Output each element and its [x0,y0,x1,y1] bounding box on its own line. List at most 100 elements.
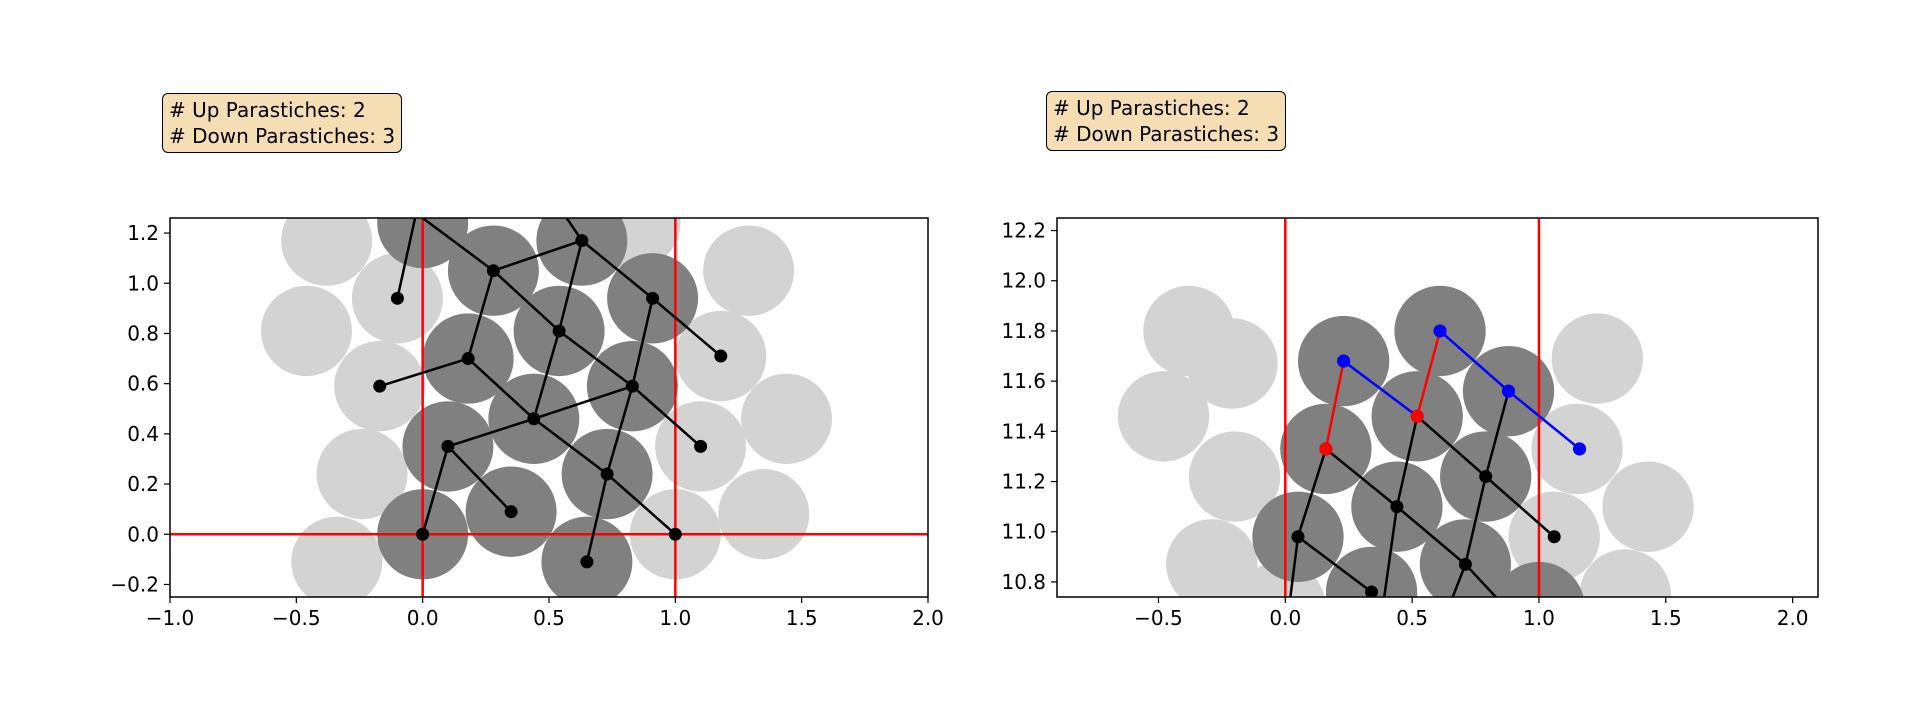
right-x-tick-label: 1.0 [1523,606,1555,630]
right-down-parastichy-count: # Down Parastiches: 3 [1053,122,1280,146]
left-x-tick-label: 2.0 [912,606,944,630]
left-y-tick-label: 0.2 [127,472,159,496]
left-lattice-point [580,555,594,569]
left-lattice-point [373,379,387,393]
left-parastichy-edge [396,218,417,300]
left-up-parastichy-count: # Up Parastiches: 2 [169,98,366,122]
left-y-tick-label: 0.6 [127,372,159,396]
left-dark-disk [536,218,628,286]
left-lattice-point [600,467,614,481]
left-lattice-point [575,234,589,248]
left-light-disk [291,516,383,597]
left-lattice-point [694,439,708,453]
left-light-disk [741,373,832,464]
left-parastichy-edge [532,384,634,421]
right-parastichy-edge [1415,415,1487,478]
left-lattice-point [486,264,500,278]
left-lattice-point [552,324,566,338]
right-parastichy-edge [1382,505,1399,597]
left-x-tick-label: 0.0 [407,606,439,630]
right-x-tick-label: 0.0 [1269,606,1301,630]
right-parastichy-edge [1395,505,1467,566]
left-parastichy-edge [446,445,513,513]
left-parastichy-edge [532,329,561,421]
right-parastichy-edge [1484,389,1510,478]
right-light-disk [1602,461,1694,552]
left-parastichy-edge [651,297,723,358]
left-parastichy-info-box: # Up Parastiches: 2 # Down Parastiches: … [162,93,403,153]
right-y-tick-label: 10.8 [1001,570,1046,594]
right-parastichy-info-box: # Up Parastiches: 2 # Down Parastiches: … [1046,91,1287,151]
right-y-tick-label: 11.0 [1001,520,1046,544]
left-light-disk [718,468,810,560]
left-down-parastichy-count: # Down Parastiches: 3 [169,124,396,148]
left-x-tick-label: 1.0 [659,606,691,630]
left-parastichy-edge [466,269,495,360]
right-light-disk [1186,318,1278,409]
right-parastichy-edge [1289,535,1300,597]
right-y-tick-label: 11.2 [1001,470,1046,494]
right-chart: −0.5 0.0 0.5 1.0 1.5 2.0 10.8 11.0 11.2 11.4 11.6 1… [1001,217,1819,630]
left-parastichy-edge [631,297,654,388]
left-x-tick-label: 1.5 [786,606,818,630]
right-light-disk [1188,431,1281,522]
right-dark-disk [1325,546,1418,597]
left-parastichy-edge [492,239,584,272]
left-lattice-point [527,412,541,426]
left-light-disk [260,285,352,377]
left-parastichy-edge [532,417,609,476]
left-parastichy-edge [580,239,654,300]
right-light-disk [1551,313,1643,404]
left-y-tick-label: −0.2 [110,572,159,596]
right-x-tick-label: 1.5 [1650,606,1682,630]
right-parastichy-edge [1464,563,1498,597]
right-highlighted-point [1573,442,1587,456]
left-parastichy-edge [446,417,536,448]
right-lattice-point [1291,530,1305,544]
right-light-disk [1579,549,1671,597]
left-lattice-point [668,527,682,541]
left-light-disk [316,428,408,520]
left-x-tick-label: 0.5 [533,606,565,630]
left-lattice-point [714,349,728,363]
left-parastichy-edge [421,218,495,272]
right-up-parastichy-count: # Up Parastiches: 2 [1053,96,1250,120]
left-lattice-point [625,379,639,393]
right-y-tick-label: 11.8 [1001,319,1046,343]
left-y-tick-label: 0.0 [127,522,159,546]
right-highlighted-point [1319,442,1333,456]
right-light-disk [1166,519,1258,597]
left-y-tick-label: 0.4 [127,422,159,446]
right-highlighted-point [1502,384,1516,398]
left-parastichy-edge [378,357,470,388]
right-x-tick-label: −0.5 [1134,606,1183,630]
right-parastichy-edge [1342,359,1419,418]
left-x-tick-label: −0.5 [272,606,321,630]
right-lattice-point [1390,500,1404,514]
right-x-tick-label: 2.0 [1777,606,1809,630]
left-lattice-point [416,527,430,541]
left-parastichy-edge [605,472,677,536]
right-parastichy-edge [1464,475,1487,566]
left-chart: −1.0 −0.5 0.0 0.5 1.0 1.5 2.0 −0.2 0.0 0.2 0.4 0.6 0… [110,217,944,630]
right-x-tick-label: 0.5 [1396,606,1428,630]
left-parastichy-edge [492,269,561,333]
right-parastichy-edge [1296,535,1373,594]
left-parastichy-edge [631,384,702,448]
left-lattice-point [390,291,404,305]
right-parastichy-edge [1438,329,1510,393]
right-plot-area [1117,218,1694,597]
left-parastichy-edge [466,357,536,421]
right-parastichy-edge [1296,447,1328,539]
left-parastichy-edge [557,239,584,333]
left-light-disk [703,225,795,316]
left-y-tick-label: 1.0 [127,271,159,295]
right-parastichy-edge [1507,389,1581,451]
right-parastichy-edge [1324,359,1345,451]
left-lattice-point [461,352,475,366]
right-parastichy-edge [1484,475,1556,539]
right-y-tick-label: 12.0 [1001,269,1046,293]
right-y-tick-label: 11.6 [1001,369,1046,393]
left-y-tick-label: 1.2 [127,221,159,245]
left-x-tick-label: −1.0 [146,606,195,630]
